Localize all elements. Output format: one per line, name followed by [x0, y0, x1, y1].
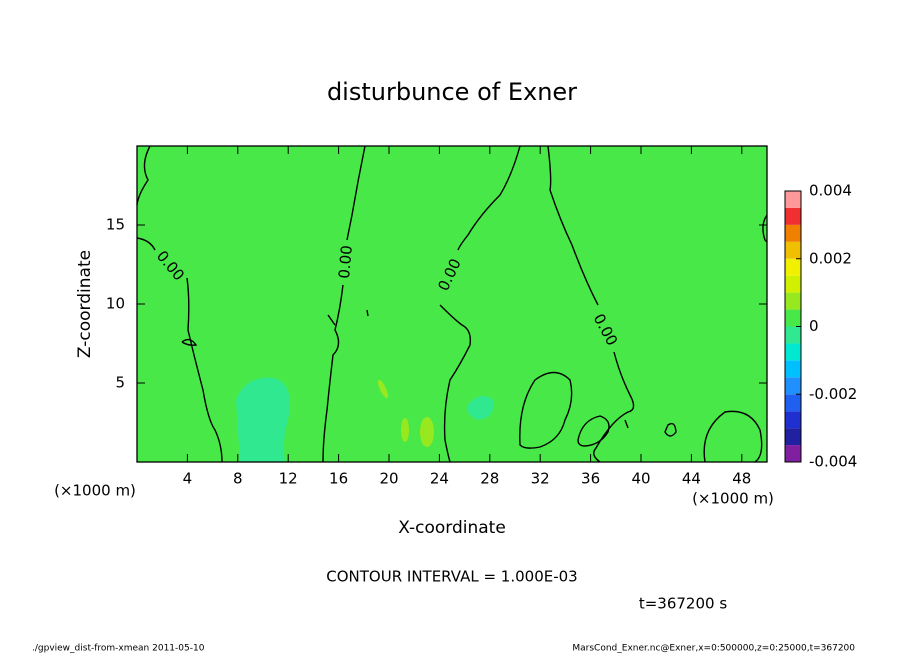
contour-label: 0.00: [335, 245, 356, 280]
colorbar-level: [785, 360, 801, 378]
x-tick-label: 16: [329, 470, 348, 488]
colorbar-level: [785, 326, 801, 344]
x-tick-label: 48: [732, 470, 751, 488]
y-tick-label: 15: [106, 216, 125, 234]
negative-patch: [236, 377, 290, 462]
contour-lines: [136, 145, 768, 463]
field-background: [137, 146, 767, 462]
colorbar-level: [785, 275, 801, 293]
x-tick-label: 12: [279, 470, 298, 488]
contour-line: [547, 145, 635, 463]
colorbar-level: [785, 224, 801, 242]
contour-line: [136, 145, 151, 206]
contour-line: [327, 309, 369, 326]
colorbar-level: [785, 191, 801, 208]
time-label: t=367200 s: [639, 595, 727, 613]
chart-title: disturbunce of Exner: [327, 78, 577, 106]
colorbar-level: [785, 207, 801, 225]
x-tick-label: 8: [233, 470, 243, 488]
colorbar-level: [785, 411, 801, 429]
negative-patch: [467, 396, 494, 420]
axis-unit: (×1000 m): [54, 482, 136, 500]
contour-line: [577, 415, 610, 447]
colorbar-tick-label: -0.002: [809, 385, 857, 403]
contour-interval: CONTOUR INTERVAL = 1.000E-03: [326, 568, 577, 586]
y-tick-label: 5: [115, 374, 125, 392]
x-tick-label: 36: [581, 470, 600, 488]
contour-line: [762, 214, 768, 243]
contour-field: [137, 146, 767, 462]
x-axis-label: X-coordinate: [398, 518, 506, 538]
x-tick-label: 4: [183, 470, 193, 488]
y-tick-label: 10: [106, 295, 125, 313]
colorbar-level: [785, 445, 801, 462]
footer-left: ./gpview_dist-from-xmean 2011-05-10: [32, 644, 205, 654]
colorbar-tick-label: -0.004: [809, 453, 857, 471]
colorbar-tick-label: 0: [809, 317, 819, 335]
x-tick-label: 32: [531, 470, 550, 488]
colorbar-level: [785, 258, 801, 276]
contour-line: [519, 371, 573, 449]
contour-line: [181, 338, 198, 346]
colorbar-level: [785, 343, 801, 361]
positive-patch: [420, 417, 434, 447]
contour-line: [136, 237, 223, 463]
y-axis-label: Z-coordinate: [75, 250, 95, 358]
contour-line: [624, 419, 677, 437]
colorbar-level: [785, 292, 801, 310]
axis-unit: (×1000 m): [692, 490, 774, 508]
colorbar-level: [785, 428, 801, 446]
x-tick-label: 28: [480, 470, 499, 488]
contour-line: [322, 145, 366, 463]
x-tick-label: 40: [631, 470, 650, 488]
colorbar-tick-label: 0.004: [809, 182, 852, 200]
contour-line: [439, 145, 521, 463]
colorbar-tick-label: 0.002: [809, 249, 852, 267]
colorbar-level: [785, 377, 801, 395]
contour-line: [703, 410, 763, 463]
positive-patch: [401, 418, 409, 442]
colorbar-level: [785, 309, 801, 327]
x-tick-label: 44: [682, 470, 701, 488]
colorbar-level: [785, 394, 801, 412]
x-tick-label: 20: [379, 470, 398, 488]
colorbar-level: [785, 241, 801, 259]
x-tick-label: 24: [430, 470, 449, 488]
positive-patch: [377, 379, 389, 399]
footer-right: MarsCond_Exner.nc@Exner,x=0:500000,z=0:2…: [572, 644, 855, 654]
